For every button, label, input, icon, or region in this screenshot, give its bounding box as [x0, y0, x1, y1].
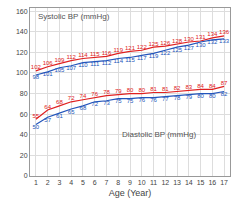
svg-text:111: 111 [90, 61, 100, 67]
svg-text:84: 84 [209, 83, 216, 89]
svg-text:13: 13 [173, 179, 181, 186]
svg-text:Age (Year): Age (Year) [109, 188, 152, 198]
svg-text:1: 1 [34, 179, 38, 186]
svg-text:78: 78 [174, 95, 181, 101]
svg-text:80: 80 [127, 87, 134, 93]
svg-text:57: 57 [44, 117, 51, 123]
svg-text:68: 68 [56, 99, 63, 105]
svg-text:5: 5 [81, 179, 85, 186]
svg-text:77: 77 [162, 96, 169, 102]
svg-text:20: 20 [20, 152, 28, 159]
svg-text:127: 127 [184, 45, 195, 51]
svg-text:116: 116 [102, 50, 112, 56]
svg-text:2: 2 [46, 179, 50, 186]
svg-text:110: 110 [78, 62, 88, 68]
svg-text:72: 72 [91, 101, 98, 107]
svg-text:100: 100 [16, 69, 28, 76]
svg-text:80: 80 [209, 93, 216, 99]
svg-text:40: 40 [20, 131, 28, 138]
svg-text:126: 126 [160, 40, 171, 46]
svg-text:8: 8 [116, 179, 120, 186]
svg-text:112: 112 [66, 54, 76, 60]
svg-text:10: 10 [138, 179, 146, 186]
svg-text:120: 120 [16, 49, 28, 56]
svg-text:80: 80 [197, 93, 204, 99]
svg-text:81: 81 [162, 86, 169, 92]
svg-text:122: 122 [137, 44, 148, 50]
svg-text:106: 106 [43, 60, 54, 66]
svg-text:82: 82 [221, 91, 228, 97]
svg-text:107: 107 [66, 65, 77, 71]
svg-text:115: 115 [125, 57, 135, 63]
svg-text:160: 160 [16, 8, 28, 15]
svg-text:122: 122 [160, 50, 171, 56]
svg-text:11: 11 [150, 179, 157, 186]
svg-text:112: 112 [102, 60, 112, 66]
svg-text:72: 72 [68, 95, 75, 101]
svg-text:140: 140 [16, 28, 28, 35]
svg-text:3: 3 [57, 179, 61, 186]
svg-text:136: 136 [219, 29, 230, 35]
svg-text:133: 133 [219, 38, 230, 44]
svg-text:128: 128 [172, 38, 183, 44]
svg-text:125: 125 [149, 41, 160, 47]
svg-text:79: 79 [185, 94, 192, 100]
svg-text:84: 84 [197, 83, 204, 89]
svg-text:109: 109 [54, 57, 65, 63]
svg-text:80: 80 [20, 90, 28, 97]
svg-text:132: 132 [207, 39, 218, 45]
svg-text:65: 65 [68, 109, 75, 115]
svg-text:17: 17 [220, 179, 228, 186]
svg-text:117: 117 [137, 55, 147, 61]
svg-text:80: 80 [138, 87, 145, 93]
svg-text:119: 119 [149, 53, 159, 59]
svg-text:75: 75 [115, 98, 122, 104]
svg-text:64: 64 [44, 104, 51, 110]
svg-text:68: 68 [80, 105, 87, 111]
svg-text:16: 16 [208, 179, 216, 186]
svg-text:121: 121 [125, 45, 136, 51]
svg-text:101: 101 [43, 71, 54, 77]
svg-text:134: 134 [207, 31, 218, 37]
svg-text:50: 50 [33, 124, 40, 130]
svg-text:119: 119 [113, 47, 123, 53]
svg-text:79: 79 [115, 88, 122, 94]
svg-text:12: 12 [161, 179, 169, 186]
svg-text:7: 7 [105, 179, 109, 186]
svg-text:125: 125 [172, 47, 183, 53]
svg-text:15: 15 [197, 179, 205, 186]
svg-text:0: 0 [24, 172, 28, 179]
svg-text:76: 76 [138, 97, 145, 103]
svg-text:114: 114 [113, 58, 123, 64]
svg-text:61: 61 [56, 113, 63, 119]
svg-text:82: 82 [174, 85, 181, 91]
svg-text:130: 130 [184, 36, 195, 42]
svg-text:75: 75 [127, 98, 134, 104]
svg-text:76: 76 [91, 91, 98, 97]
svg-text:81: 81 [150, 86, 157, 92]
svg-text:73: 73 [103, 100, 110, 106]
svg-text:Systolic BP (mmHg): Systolic BP (mmHg) [38, 12, 110, 21]
svg-text:60: 60 [20, 111, 28, 118]
svg-text:130: 130 [196, 42, 207, 48]
svg-text:Diastolic BP (mmHg): Diastolic BP (mmHg) [122, 130, 196, 139]
svg-text:6: 6 [93, 179, 97, 186]
svg-text:98: 98 [33, 74, 40, 80]
svg-text:114: 114 [78, 52, 88, 58]
svg-text:9: 9 [128, 179, 132, 186]
svg-text:4: 4 [69, 179, 73, 186]
svg-text:55: 55 [33, 113, 40, 119]
svg-text:87: 87 [221, 80, 228, 86]
svg-text:115: 115 [90, 51, 100, 57]
svg-text:105: 105 [54, 67, 65, 73]
svg-text:76: 76 [150, 97, 157, 103]
svg-text:74: 74 [80, 93, 87, 99]
svg-text:102: 102 [31, 64, 42, 70]
svg-text:14: 14 [185, 179, 193, 186]
svg-text:78: 78 [103, 89, 110, 95]
svg-text:131: 131 [196, 34, 207, 40]
svg-text:83: 83 [185, 84, 192, 90]
